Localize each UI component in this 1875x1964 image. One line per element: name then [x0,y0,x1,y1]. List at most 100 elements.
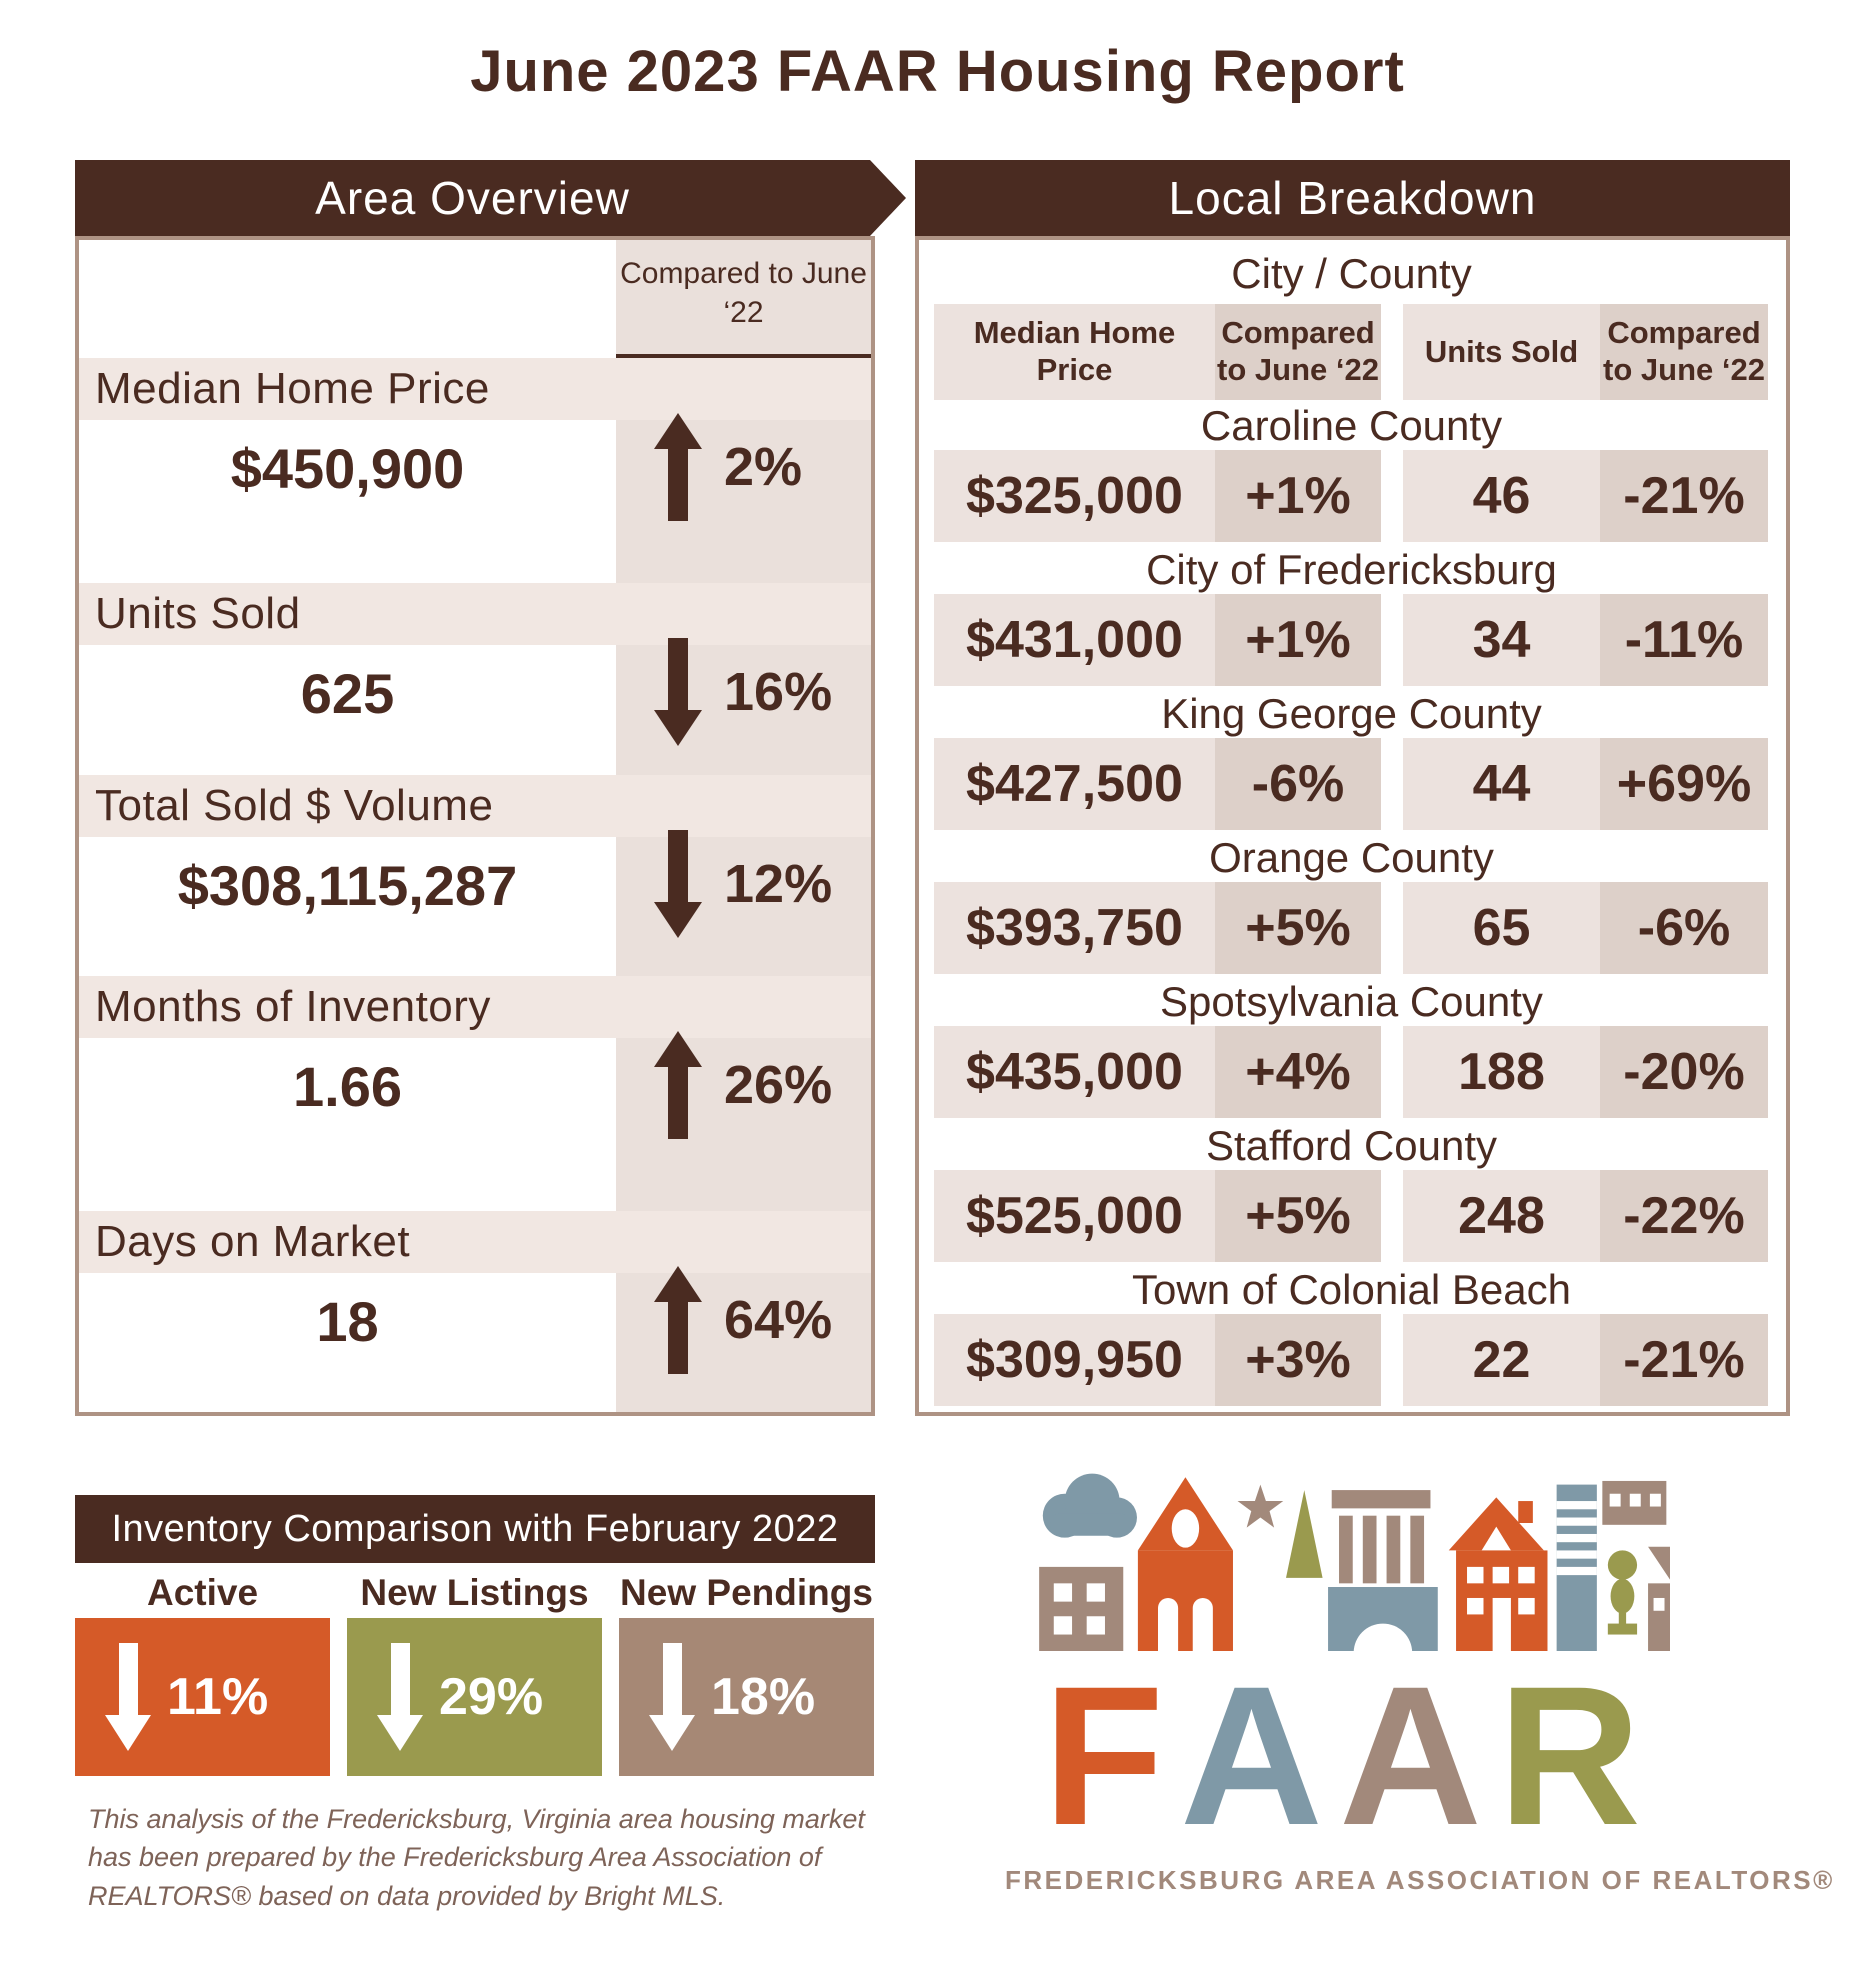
inventory-change-percent: 11% [167,1668,269,1726]
column-gap [1381,1314,1403,1406]
county-name: Orange County [1209,834,1494,881]
table-row: $325,000 +1% 46 -21% [934,450,1769,542]
down-arrow-icon [649,1643,695,1751]
county-name: Stafford County [1205,1122,1498,1169]
county-block: Spotsylvania County $435,000 +4% 188 -20… [934,978,1769,1118]
down-arrow-icon [105,1643,151,1751]
price-change-cell: +1% [1215,594,1381,686]
county-name: City of Fredericksburg [1146,546,1557,593]
table-row: $427,500 -6% 44 +69% [934,738,1769,830]
metric-value: $450,900 [230,437,465,500]
table-row: $309,950 +3% 22 -21% [934,1314,1769,1406]
county-block: Stafford County $525,000 +5% 248 -22% [934,1122,1769,1262]
county-block: Caroline County $325,000 +1% 46 -21% [934,402,1769,542]
inventory-boxes-row: 11% 29% 18% [75,1618,875,1776]
median-price-cell: $309,950 [934,1314,1215,1406]
metric-label-band: Months of Inventory [79,976,871,1038]
units-change-cell: -22% [1600,1170,1768,1262]
metric-comparison: 12% [616,829,871,939]
inventory-stat-box: 11% [75,1618,330,1776]
units-sold-cell: 248 [1403,1170,1600,1262]
inventory-change-percent: 18% [711,1668,816,1726]
metric-value: 1.66 [293,1055,402,1118]
column-gap [1381,882,1403,974]
metric-label-band: Days on Market [79,1211,871,1273]
up-arrow-icon [654,1266,702,1302]
metric-change-percent: 26% [724,1055,833,1115]
units-sold-cell: 22 [1403,1314,1600,1406]
metric-label: Days on Market [95,1217,411,1266]
county-name: Town of Colonial Beach [1132,1266,1571,1313]
column-header-units-change: Compared to June ‘22 [1600,304,1768,400]
column-header-units-sold: Units Sold [1403,304,1600,400]
units-change-cell: -21% [1600,450,1768,542]
inventory-change-percent: 29% [439,1668,544,1726]
column-gap [1381,738,1403,830]
column-gap [1381,1170,1403,1262]
units-change-cell: -6% [1600,882,1768,974]
price-change-cell: +5% [1215,1170,1381,1262]
county-block: Orange County $393,750 +5% 65 -6% [934,834,1769,974]
inventory-item-label: New Listings [360,1572,589,1613]
table-row: $435,000 +4% 188 -20% [934,1026,1769,1118]
inventory-item-label: New Pendings [620,1572,873,1613]
faar-letter: A [1338,1645,1498,1866]
compared-column-divider [616,354,871,358]
units-change-cell: -11% [1600,594,1768,686]
median-price-cell: $525,000 [934,1170,1215,1262]
metric-row: Days on Market 18 64% [79,1211,871,1406]
price-change-cell: +3% [1215,1314,1381,1406]
metric-label: Months of Inventory [95,982,491,1031]
faar-wordmark: FAAR [1005,1645,1695,1866]
units-sold-cell: 188 [1403,1026,1600,1118]
median-price-cell: $435,000 [934,1026,1215,1118]
county-name: King George County [1161,690,1542,737]
units-change-cell: +69% [1600,738,1768,830]
down-arrow-icon [654,710,702,746]
units-sold-cell: 65 [1403,882,1600,974]
median-price-cell: $431,000 [934,594,1215,686]
inventory-stat-box: 18% [619,1618,874,1776]
median-price-cell: $427,500 [934,738,1215,830]
price-change-cell: +4% [1215,1026,1381,1118]
local-breakdown-header: Local Breakdown [915,160,1790,236]
inventory-comparison-header: Inventory Comparison with February 2022 [75,1495,875,1563]
metric-comparison: 64% [616,1265,871,1375]
metric-change-percent: 12% [724,854,833,914]
column-gap [1381,450,1403,542]
inventory-stat-box: 29% [347,1618,602,1776]
units-sold-cell: 46 [1403,450,1600,542]
price-change-cell: -6% [1215,738,1381,830]
metric-comparison: 16% [616,637,871,747]
up-arrow-icon [654,413,702,449]
units-sold-cell: 44 [1403,738,1600,830]
area-overview-header-label: Area Overview [315,172,630,224]
metric-change-percent: 64% [724,1290,833,1350]
column-header-median-price: Median Home Price [934,304,1215,400]
faar-logo: FAAR FREDERICKSBURG AREA ASSOCIATION OF … [1005,1455,1832,1896]
city-county-heading: City / County [1231,250,1472,297]
county-name: Caroline County [1200,402,1503,449]
metric-comparison: 26% [616,1030,871,1140]
table-header-row: Median Home Price Compared to June ‘22 U… [934,304,1769,400]
metric-comparison: 2% [616,412,871,522]
metric-change-percent: 2% [724,437,803,497]
metric-label: Total Sold $ Volume [95,781,494,830]
metric-row: Months of Inventory 1.66 26% [79,976,871,1201]
page-title: June 2023 FAAR Housing Report [470,39,1405,104]
county-block: King George County $427,500 -6% 44 +69% [934,690,1769,830]
table-row: $431,000 +1% 34 -11% [934,594,1769,686]
county-block: City of Fredericksburg $431,000 +1% 34 -… [934,546,1769,686]
units-change-cell: -20% [1600,1026,1768,1118]
metric-change-percent: 16% [724,662,833,722]
metric-value: $308,115,287 [177,854,518,917]
cityscape-illustration [1039,1473,1670,1655]
units-change-cell: -21% [1600,1314,1768,1406]
local-breakdown-header-label: Local Breakdown [1168,172,1537,224]
down-arrow-icon [654,902,702,938]
metric-label-band: Median Home Price [79,358,871,420]
local-breakdown-panel: City / County Median Home Price Compared… [915,236,1790,1416]
compared-column-header: Compared to June ‘22 [620,257,867,329]
